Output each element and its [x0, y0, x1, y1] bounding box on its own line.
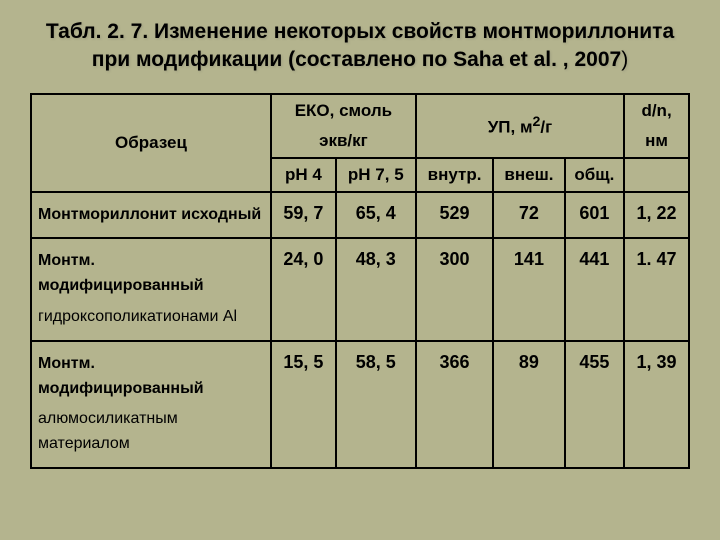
col-vnesh: внеш. — [493, 158, 564, 192]
cell-vnesh: 141 — [493, 238, 564, 340]
title-trail: ) — [621, 48, 628, 71]
cell-ph75: 65, 4 — [336, 192, 416, 239]
cell-dn: 1, 39 — [624, 341, 689, 468]
table-row: Монтм. модифицированный алюмосиликатнымм… — [31, 341, 689, 468]
col-up: УП, м2/г — [416, 94, 624, 158]
table-row: Монтм. модифицированный гидроксополикати… — [31, 238, 689, 340]
row-label: Монтмориллонит исходный — [31, 192, 271, 239]
cell-ph75: 58, 5 — [336, 341, 416, 468]
col-ph75: pH 7, 5 — [336, 158, 416, 192]
col-eko-sub: экв/кг — [271, 127, 416, 158]
cell-dn: 1. 47 — [624, 238, 689, 340]
row-label-main: Монтм. модифицированный — [38, 355, 204, 397]
col-dn-sub: нм — [624, 127, 689, 158]
table-title: Табл. 2. 7. Изменение некоторых свойств … — [30, 18, 690, 75]
cell-ph4: 24, 0 — [271, 238, 336, 340]
cell-vnesh: 72 — [493, 192, 564, 239]
col-eko-top: ЕКО, смоль — [271, 94, 416, 127]
data-table: Образец ЕКО, смоль УП, м2/г d/n, экв/кг … — [30, 93, 690, 469]
cell-obsh: 601 — [565, 192, 625, 239]
row-label-main: Монтм. модифицированный — [38, 252, 204, 294]
row-label: Монтм. модифицированный гидроксополикати… — [31, 238, 271, 340]
title-text: Табл. 2. 7. Изменение некоторых свойств … — [46, 20, 674, 71]
cell-ph4: 59, 7 — [271, 192, 336, 239]
col-up-tail: /г — [540, 118, 552, 137]
cell-ph75: 48, 3 — [336, 238, 416, 340]
cell-vnutr: 529 — [416, 192, 493, 239]
col-sample: Образец — [31, 94, 271, 192]
cell-obsh: 455 — [565, 341, 625, 468]
cell-dn: 1, 22 — [624, 192, 689, 239]
col-dn-top: d/n, — [624, 94, 689, 127]
col-obsh: общ. — [565, 158, 625, 192]
cell-ph4: 15, 5 — [271, 341, 336, 468]
col-up-text: УП, м — [488, 118, 533, 137]
row-label-sub: гидроксополикатионами Al — [38, 305, 264, 330]
row-label-main: Монтмориллонит исходный — [38, 206, 261, 223]
cell-vnutr: 300 — [416, 238, 493, 340]
cell-vnesh: 89 — [493, 341, 564, 468]
row-label-sub: алюмосиликатнымматериалом — [38, 407, 264, 457]
cell-vnutr: 366 — [416, 341, 493, 468]
row-label: Монтм. модифицированный алюмосиликатнымм… — [31, 341, 271, 468]
cell-obsh: 441 — [565, 238, 625, 340]
col-ph4: pH 4 — [271, 158, 336, 192]
header-row-1: Образец ЕКО, смоль УП, м2/г d/n, — [31, 94, 689, 127]
col-vnutr: внутр. — [416, 158, 493, 192]
table-row: Монтмориллонит исходный 59, 7 65, 4 529 … — [31, 192, 689, 239]
col-dn-blank — [624, 158, 689, 192]
